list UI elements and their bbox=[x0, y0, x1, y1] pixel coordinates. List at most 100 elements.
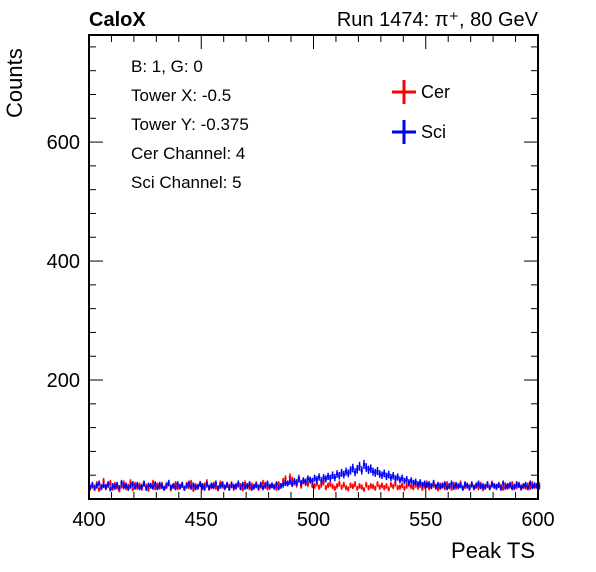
point-sci bbox=[196, 483, 200, 490]
point-sci bbox=[490, 481, 494, 488]
point-sci bbox=[430, 483, 433, 489]
point-sci bbox=[508, 481, 512, 488]
point-sci bbox=[531, 483, 534, 490]
point-sci bbox=[338, 472, 341, 480]
point-cer bbox=[374, 485, 377, 491]
point-sci bbox=[331, 471, 334, 479]
point-cer bbox=[371, 483, 375, 490]
point-sci bbox=[174, 485, 177, 491]
point-cer bbox=[398, 484, 402, 490]
point-cer bbox=[376, 481, 379, 488]
point-sci bbox=[140, 483, 143, 490]
point-sci bbox=[410, 477, 413, 484]
point-sci bbox=[356, 465, 359, 474]
point-cer bbox=[396, 485, 399, 491]
point-sci bbox=[522, 483, 525, 489]
point-sci bbox=[481, 483, 485, 489]
point-sci bbox=[149, 483, 152, 489]
point-cer bbox=[349, 482, 352, 489]
point-cer bbox=[333, 485, 336, 491]
point-sci bbox=[266, 480, 269, 487]
point-sci bbox=[405, 475, 408, 483]
point-cer bbox=[383, 485, 386, 491]
point-sci bbox=[396, 473, 399, 481]
point-sci bbox=[526, 485, 530, 491]
point-sci bbox=[163, 485, 166, 491]
point-cer bbox=[347, 486, 350, 492]
point-sci bbox=[259, 481, 262, 488]
point-sci bbox=[122, 483, 125, 490]
point-sci bbox=[450, 480, 453, 487]
point-sci bbox=[378, 470, 381, 478]
legend-label-cer: Cer bbox=[421, 82, 450, 102]
point-sci bbox=[470, 481, 473, 488]
point-sci bbox=[279, 483, 283, 489]
point-sci bbox=[286, 480, 289, 487]
point-sci bbox=[129, 483, 132, 489]
point-sci bbox=[194, 485, 197, 491]
point-cer bbox=[324, 485, 327, 491]
point-sci bbox=[419, 479, 422, 486]
point-cer bbox=[331, 483, 334, 490]
point-sci bbox=[250, 485, 253, 491]
point-sci bbox=[97, 480, 101, 487]
point-sci bbox=[320, 477, 323, 484]
point-sci bbox=[234, 483, 238, 489]
point-cer bbox=[261, 479, 265, 487]
y-tick-label: 200 bbox=[47, 370, 80, 392]
point-sci bbox=[454, 481, 458, 488]
point-cer bbox=[97, 487, 101, 492]
point-cer bbox=[338, 480, 341, 487]
point-sci bbox=[309, 476, 312, 484]
point-sci bbox=[317, 473, 321, 481]
point-sci bbox=[472, 485, 476, 491]
legend: Cer Sci bbox=[392, 80, 450, 144]
point-sci bbox=[445, 485, 449, 491]
point-sci bbox=[511, 485, 514, 491]
point-sci bbox=[255, 482, 258, 489]
point-cer bbox=[380, 482, 384, 489]
point-sci bbox=[322, 474, 325, 482]
point-sci bbox=[520, 484, 523, 490]
point-sci bbox=[93, 485, 96, 491]
point-sci bbox=[403, 477, 406, 485]
point-sci bbox=[427, 481, 431, 488]
point-sci bbox=[214, 480, 217, 487]
point-sci bbox=[154, 481, 157, 488]
point-cer bbox=[317, 484, 321, 490]
point-sci bbox=[414, 478, 417, 485]
y-tick-label: 400 bbox=[47, 251, 80, 273]
point-sci bbox=[104, 483, 107, 490]
point-sci bbox=[178, 483, 182, 490]
point-sci bbox=[383, 469, 386, 478]
point-sci bbox=[347, 469, 350, 478]
point-sci bbox=[398, 476, 402, 484]
point-sci bbox=[100, 485, 103, 491]
point-sci bbox=[156, 485, 159, 491]
point-sci bbox=[479, 483, 482, 490]
point-sci bbox=[475, 482, 478, 489]
point-sci bbox=[324, 475, 327, 483]
point-sci bbox=[120, 479, 123, 487]
point-sci bbox=[264, 483, 267, 489]
point-sci bbox=[297, 475, 301, 483]
point-cer bbox=[360, 484, 363, 490]
info-line-cer-channel: Cer Channel: 4 bbox=[131, 144, 245, 163]
point-sci bbox=[313, 474, 316, 482]
point-sci bbox=[315, 475, 318, 483]
point-cer bbox=[344, 485, 348, 491]
point-cer bbox=[351, 483, 354, 490]
point-sci bbox=[304, 478, 307, 485]
point-sci bbox=[524, 481, 527, 488]
info-box: B: 1, G: 0 Tower X: -0.5 Tower Y: -0.375… bbox=[131, 57, 249, 192]
point-sci bbox=[248, 481, 251, 488]
point-cer bbox=[335, 483, 339, 489]
point-sci bbox=[147, 482, 150, 489]
point-sci bbox=[181, 481, 184, 488]
point-sci bbox=[268, 483, 271, 490]
point-sci bbox=[136, 481, 139, 488]
point-sci bbox=[232, 483, 235, 490]
header-right: Run 1474: π⁺, 80 GeV bbox=[337, 9, 539, 31]
point-sci bbox=[106, 481, 110, 488]
